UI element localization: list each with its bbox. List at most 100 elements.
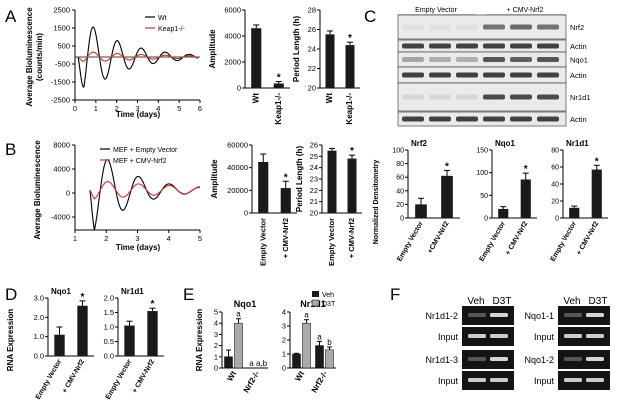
y-tick-label: 2500 (53, 6, 70, 15)
group-label: Nrf2-/- (310, 369, 330, 394)
panel-f-col-veh-right: Veh (563, 296, 580, 307)
gel-lane (558, 327, 610, 346)
panel-f-col-d3t-right: D3T (589, 296, 608, 307)
x-tick-label: 1 (94, 104, 98, 113)
gel-lane (462, 350, 514, 369)
y-tick-label: 4000 (53, 165, 70, 174)
panel-letter-e: E (183, 285, 194, 304)
gel-band (490, 334, 508, 338)
x-tick-label: 1 (73, 234, 77, 243)
y-tick-label: 3.0 (34, 294, 44, 303)
significance-marker: * (284, 172, 288, 183)
panel-letter-f: F (390, 285, 400, 304)
panel-letter-d: D (5, 285, 17, 304)
y-tick-label: 2.0 (104, 294, 114, 303)
blot-label: Actin (570, 115, 587, 124)
gel-band (468, 378, 486, 382)
y-tick-label: 26 (308, 25, 316, 34)
y-tick-label: 0 (237, 84, 241, 93)
y-tick-label: 0 (400, 216, 404, 223)
significance-marker: * (81, 292, 85, 303)
panel-d-nqo1-chart: 3.0 2.0 1.0 0.0 Nqo1 Empty Vector * + CMV-Nrf2 (34, 287, 94, 401)
blot-band (537, 43, 559, 49)
significance-marker: a (317, 332, 322, 341)
x-tick-label: 3 (135, 104, 139, 113)
bar (325, 34, 335, 88)
y-tick-label: 0 (484, 216, 488, 223)
bar (441, 175, 453, 218)
gel-label: Nqo1-2 (524, 355, 554, 365)
gel-label: Input (534, 332, 555, 342)
panel-d-nr1d1-chart: 2.0 1.5 1.0 0.5 0.0 Nr1d1 Empty Vector * + CMV-N… (104, 287, 164, 401)
category-label: + CMV-Nrf2 (131, 358, 156, 394)
y-tick-label: 100 (392, 148, 404, 155)
significance-marker: a (249, 359, 254, 368)
panel-b-legend-empty: MEF + Empty Vector (113, 147, 178, 154)
panel-e-legend-veh: Veh (322, 292, 334, 299)
panel-c-group-nrf2: + CMV-Nrf2 (507, 7, 544, 14)
y-tick-label: 22 (310, 186, 318, 195)
blot-band (537, 24, 559, 30)
x-tick-label: 5 (198, 234, 202, 243)
y-tick-label: -1500 (51, 78, 70, 87)
y-tick-label: 0 (555, 216, 559, 223)
axis-label: Amplitude (210, 159, 219, 199)
chart-title: Nqo1 (495, 139, 516, 148)
panel-b-xlabel: Time (days) (116, 243, 161, 252)
category-label: + CMV-Nrf2 (576, 220, 601, 256)
x-tick-label: 3 (135, 234, 139, 243)
gel-lane (558, 306, 610, 325)
axis-label: Period Length (h) (295, 146, 304, 213)
blot-band (483, 116, 505, 122)
blot-band (456, 43, 478, 49)
y-tick-label: 2 (282, 336, 286, 345)
bar (347, 158, 357, 213)
gel-band (586, 378, 604, 382)
panel-b-cmv-nrf2-trace (89, 181, 200, 200)
gel-band (564, 378, 582, 382)
blot-band (483, 57, 505, 62)
panel-f-col-veh-left: Veh (467, 296, 484, 307)
panel-b-empty-vector-trace (89, 159, 201, 231)
d3t-bar (325, 349, 334, 369)
y-tick-label: 20 (310, 209, 318, 218)
panel-c-nr1d1-densitometry-chart: 80 60 40 20 0 Nr1d1 Empty Vector * + CMV-Nrf2 (550, 139, 608, 263)
y-tick-label: 50 (480, 193, 488, 200)
gel-lane (462, 371, 514, 390)
significance-marker: b (327, 338, 332, 347)
y-tick-label: 5 (214, 308, 218, 317)
blot-band (429, 24, 451, 30)
blot-band (537, 116, 559, 122)
blot-band (537, 94, 559, 100)
significance-marker: * (348, 33, 352, 44)
blot-label: Nrf2 (570, 23, 584, 32)
gel-band (490, 378, 508, 382)
bar (77, 305, 88, 356)
category-label: Wt (251, 93, 260, 104)
bar (569, 207, 580, 218)
blot-label: Nr1d1 (570, 93, 590, 102)
bar (124, 325, 135, 356)
gel-label: Nr1d1-3 (425, 355, 458, 365)
y-tick-label: 6000 (224, 6, 241, 15)
panel-a-wt-trace (77, 26, 199, 88)
blot-band (456, 72, 478, 78)
blot-band (402, 43, 424, 49)
blot-band (537, 72, 559, 78)
bar (520, 179, 531, 218)
y-tick-label: 0.0 (34, 352, 44, 361)
panel-c-nrf2-densitometry-chart: 100 80 60 40 20 0 Nrf2 Empty Vector * +CMV-Nrf2 (392, 139, 460, 263)
chart-title: Nqo1 (51, 287, 72, 296)
blot-band (402, 94, 424, 100)
y-tick-label: 3 (282, 322, 286, 331)
chart-title: Nr1d1 (566, 139, 589, 148)
bar (327, 150, 337, 213)
blot-band (456, 24, 478, 30)
y-tick-label: 24 (310, 163, 318, 172)
gel-band (468, 334, 486, 338)
blot-band (483, 72, 505, 78)
category-label: + CMV-Nrf2 (347, 218, 356, 258)
blot-band (429, 43, 451, 49)
blot-band (456, 57, 478, 62)
category-label: Wt (325, 93, 334, 104)
